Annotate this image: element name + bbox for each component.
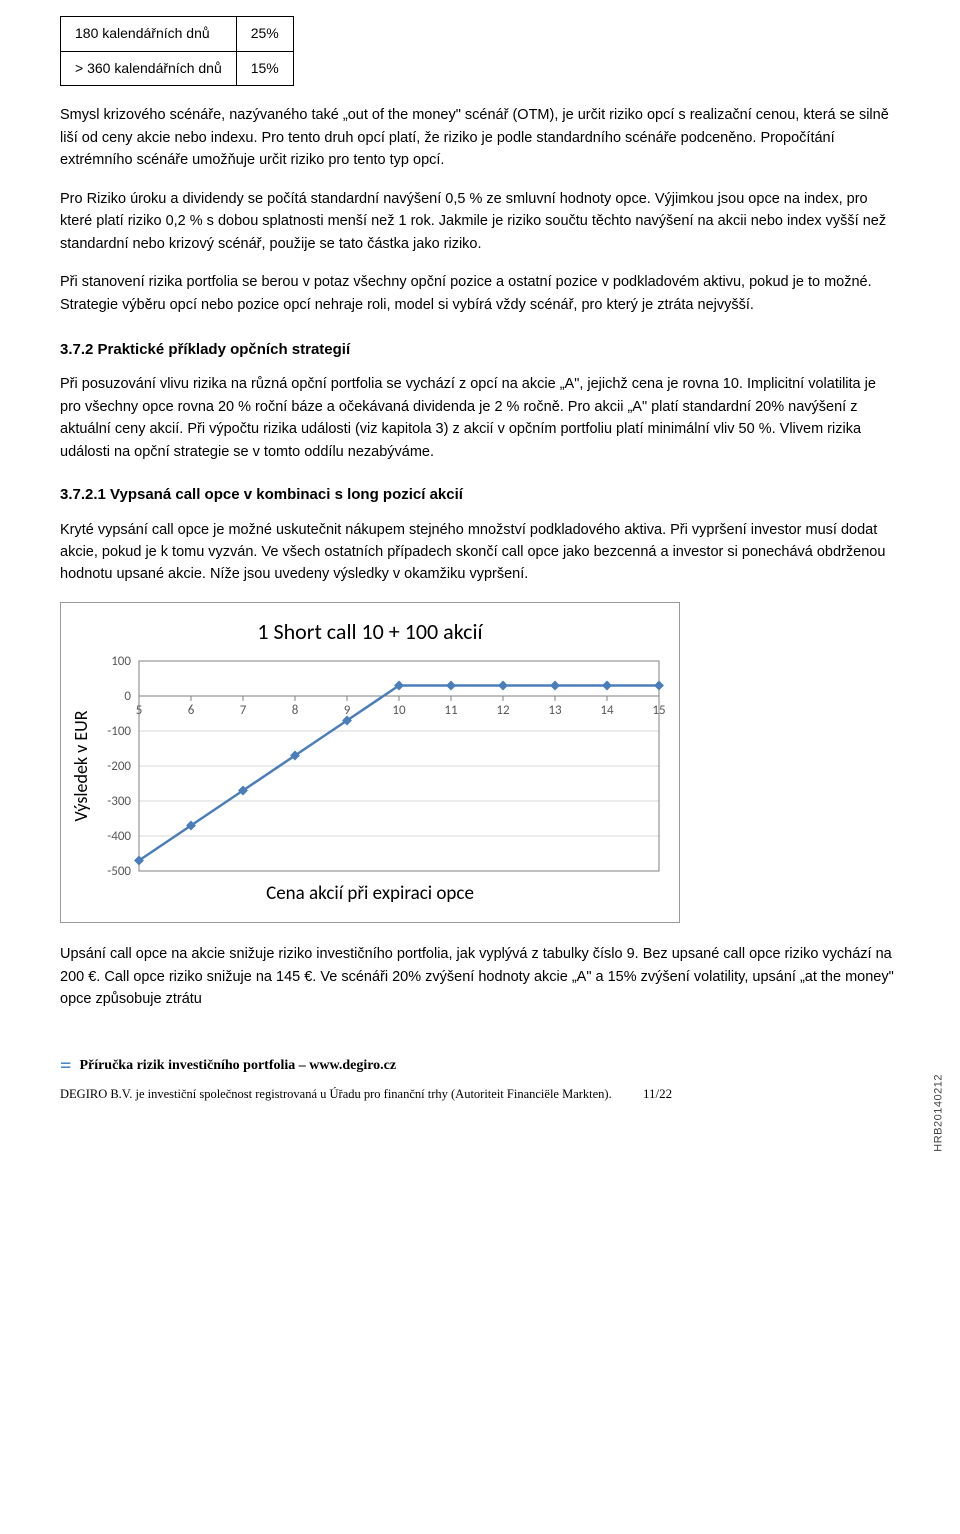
svg-text:-500: -500: [107, 864, 131, 875]
svg-text:-100: -100: [107, 724, 131, 739]
svg-text:10: 10: [392, 703, 406, 718]
footer-legal: DEGIRO B.V. je investiční společnost reg…: [60, 1087, 612, 1101]
cell: 15%: [236, 51, 293, 86]
footer: = Příručka rizik investičního portfolia …: [60, 1051, 900, 1104]
cell: 180 kalendářních dnů: [61, 17, 237, 52]
svg-text:100: 100: [111, 655, 131, 669]
svg-text:12: 12: [496, 703, 510, 718]
svg-text:15: 15: [652, 703, 665, 718]
chart-plot: 100 0 -100 -200 -300 -400 -500 5 6 7 8 9 10 11 12 13 14 1…: [69, 655, 669, 875]
svg-text:8: 8: [292, 703, 299, 718]
svg-text:-300: -300: [107, 794, 131, 809]
paragraph: Upsání call opce na akcie snižuje riziko…: [60, 943, 900, 1010]
svg-text:13: 13: [548, 703, 562, 718]
heading-372: 3.7.2 Praktické příklady opčních strateg…: [60, 338, 900, 361]
paragraph: Kryté vypsání call opce je možné uskuteč…: [60, 519, 900, 586]
svg-text:11: 11: [444, 703, 457, 718]
paragraph: Pro Riziko úroku a dividendy se počítá s…: [60, 188, 900, 255]
heading-3721: 3.7.2.1 Vypsaná call opce v kombinaci s …: [60, 483, 900, 506]
table-row: 180 kalendářních dnů 25%: [61, 17, 294, 52]
svg-text:0: 0: [124, 689, 131, 704]
table-row: > 360 kalendářních dnů 15%: [61, 51, 294, 86]
paragraph: Smysl krizového scénáře, nazývaného také…: [60, 104, 900, 171]
chart-title: 1 Short call 10 + 100 akcií: [69, 611, 671, 655]
svg-text:5: 5: [136, 703, 143, 718]
svg-text:-200: -200: [107, 759, 131, 774]
chart-xlabel: Cena akcií při expiraci opce: [69, 875, 671, 908]
svg-text:9: 9: [344, 703, 351, 718]
duration-table: 180 kalendářních dnů 25% > 360 kalendářn…: [60, 16, 294, 86]
paragraph: Při posuzování vlivu rizika na různá opč…: [60, 373, 900, 463]
svg-text:14: 14: [600, 703, 614, 718]
svg-text:-400: -400: [107, 829, 131, 844]
payoff-chart: 1 Short call 10 + 100 akcií 100 0 -100 -200…: [60, 602, 680, 924]
cell: > 360 kalendářních dnů: [61, 51, 237, 86]
document-code: HRB20140212: [931, 1074, 948, 1152]
paragraph: Při stanovení rizika portfolia se berou …: [60, 271, 900, 316]
svg-text:Výsledek v EUR: Výsledek v EUR: [70, 710, 92, 821]
svg-text:7: 7: [240, 703, 247, 718]
page-number: 11/22: [643, 1086, 672, 1101]
svg-text:6: 6: [188, 703, 195, 718]
logo-mark: =: [60, 1055, 71, 1077]
footer-title: Příručka rizik investičního portfolia – …: [79, 1058, 396, 1073]
cell: 25%: [236, 17, 293, 52]
